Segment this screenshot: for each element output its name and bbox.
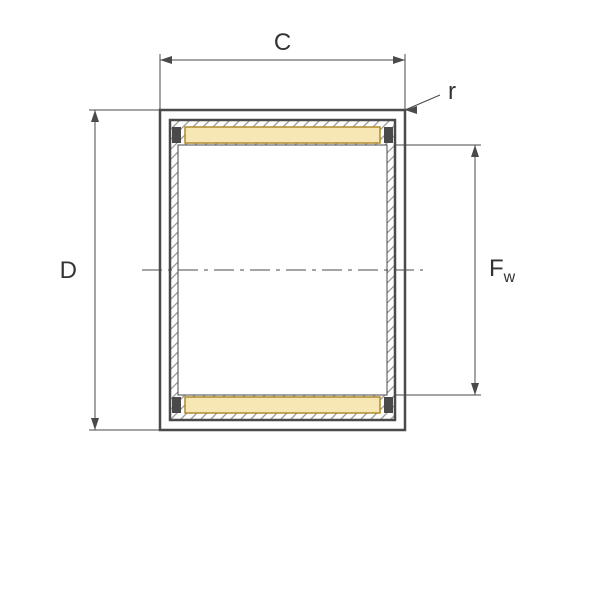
seal bbox=[384, 127, 393, 143]
leader-r bbox=[405, 95, 440, 110]
label-d: D bbox=[60, 257, 77, 284]
label-fw: Fw bbox=[489, 255, 516, 286]
seal bbox=[172, 397, 181, 413]
roller-bottom bbox=[185, 397, 380, 413]
roller-top bbox=[185, 127, 380, 143]
seal bbox=[172, 127, 181, 143]
label-c: C bbox=[274, 29, 291, 56]
label-r: r bbox=[448, 78, 456, 105]
seal bbox=[384, 397, 393, 413]
